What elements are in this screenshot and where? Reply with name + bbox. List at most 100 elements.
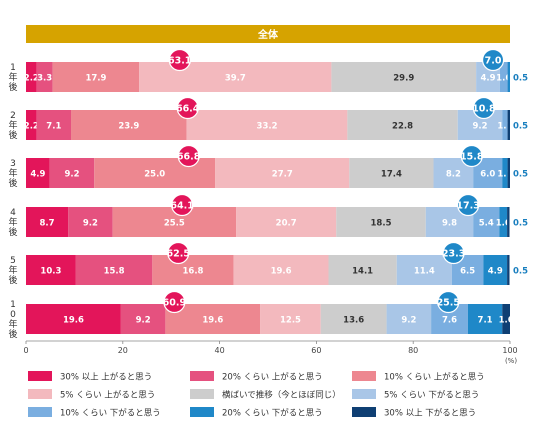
data-label: 7.1: [46, 122, 61, 132]
bar-segment: [186, 110, 348, 140]
legend-label: 20% くらい 下がると思う: [222, 408, 323, 419]
fall-total-bubble: [437, 290, 460, 314]
data-label: 9.2: [83, 219, 98, 229]
data-label: 12.5: [280, 316, 301, 326]
rise-total-label: 62.5: [167, 249, 190, 260]
x-tick-label: 100: [502, 346, 517, 355]
data-label: 9.2: [401, 316, 416, 326]
legend-label: 横ばいで推移（今とほぼ同じ）: [222, 390, 341, 401]
data-label: 14.1: [352, 267, 373, 277]
data-label: 6.5: [460, 267, 475, 277]
outside-data-label: 0.5: [513, 170, 528, 180]
category-label: 年: [8, 71, 17, 83]
fall-total-label: 10.8: [472, 104, 496, 115]
bar-segment: [26, 255, 76, 285]
category-label: 2: [10, 111, 16, 121]
x-tick-label: 20: [118, 346, 128, 355]
bar-segment: [502, 158, 508, 188]
category-label: 後: [8, 328, 17, 340]
bar-segment: [499, 62, 508, 92]
data-label: 15.8: [104, 267, 125, 277]
bar-segment: [396, 255, 452, 285]
data-label: 1.1: [497, 170, 512, 180]
legend-label: 30% 以上 上がると思う: [60, 372, 152, 383]
legend: 30% 以上 上がると思う 20% くらい 上がると思う 10% くらい 上がると思…: [28, 371, 485, 419]
bar-segment: [68, 207, 113, 237]
bar-segment: [502, 304, 510, 334]
bar-segment: [52, 62, 140, 92]
title-banner: [26, 25, 510, 43]
legend-label: 30% 以上 下がると思う: [384, 408, 476, 419]
category-label: 後: [8, 226, 17, 238]
bar-segment: [473, 207, 500, 237]
bar-segment: [26, 304, 121, 334]
bar-segment: [71, 110, 187, 140]
bar-segment: [349, 158, 434, 188]
data-label: 25.0: [144, 170, 165, 180]
data-label: 23.9: [118, 122, 139, 132]
bar-segment: [26, 62, 37, 92]
bar-segment: [483, 255, 508, 285]
legend-swatch: [28, 371, 52, 381]
data-label: 22.8: [392, 122, 413, 132]
data-label: 7.6: [442, 316, 457, 326]
data-label: 8.2: [446, 170, 461, 180]
bar-segment: [26, 110, 37, 140]
fall-total-label: 15.8: [460, 152, 484, 163]
data-label: 39.7: [225, 74, 246, 84]
data-label: 6.0: [480, 170, 495, 180]
bar-segment: [260, 304, 321, 334]
category-label: 後: [8, 129, 17, 141]
bubbles-group: 63.1 7.0 66.4 10.8 66.8 15.8 64.1 17.3 62.5 23.3 6…: [163, 48, 505, 314]
fall-total-bubble: [472, 96, 495, 120]
bar-segment: [233, 255, 329, 285]
data-label: 9.8: [442, 219, 457, 229]
rise-total-bubble: [167, 241, 190, 265]
rise-total-label: 64.1: [170, 201, 193, 212]
rise-total-bubble: [168, 48, 191, 72]
bar-segment: [336, 207, 426, 237]
data-label: 1.6: [496, 219, 511, 229]
data-label: 1.1: [497, 122, 512, 132]
data-label: 33.2: [257, 122, 278, 132]
data-label: 3.3: [37, 74, 52, 84]
data-label: 9.2: [472, 122, 487, 132]
data-label: 10.3: [40, 267, 61, 277]
bar-segment: [386, 304, 432, 334]
rise-total-label: 63.1: [168, 56, 191, 67]
x-tick-label: 60: [311, 346, 321, 355]
legend-swatch: [28, 407, 52, 417]
fall-total-bubble: [442, 241, 465, 265]
bar-segment: [467, 304, 503, 334]
bar-segment: [75, 255, 153, 285]
legend-label: 5% くらい 下がると思う: [384, 390, 479, 401]
rise-total-label: 66.4: [176, 104, 200, 115]
rise-total-bubble: [176, 96, 199, 120]
bar-segment: [499, 207, 508, 237]
bar-segment: [120, 304, 166, 334]
rise-total-bubble: [177, 144, 200, 168]
bar-segment: [26, 207, 69, 237]
bar-segment: [507, 158, 510, 188]
data-label: 16.8: [182, 267, 203, 277]
category-label: 0: [10, 310, 16, 320]
data-label: 27.7: [272, 170, 293, 180]
data-label: 2.2: [24, 74, 39, 84]
outside-data-label: 0.5: [513, 74, 528, 84]
x-axis: 0 20 40 60 80 100 (%): [23, 340, 518, 365]
data-label: 19.6: [63, 316, 84, 326]
data-label: 9.2: [136, 316, 151, 326]
bar-segment: [507, 207, 510, 237]
rise-total-bubble: [171, 193, 194, 217]
legend-swatch: [352, 371, 376, 381]
outside-data-label: 0.5: [513, 122, 528, 132]
bar-segment: [36, 62, 53, 92]
data-label: 11.4: [414, 267, 435, 277]
fall-total-label: 23.3: [442, 249, 465, 260]
category-label: 後: [8, 274, 17, 286]
bar-segment: [507, 110, 510, 140]
outside-data-label: 0.5: [513, 219, 528, 229]
data-label: 4.9: [480, 74, 495, 84]
